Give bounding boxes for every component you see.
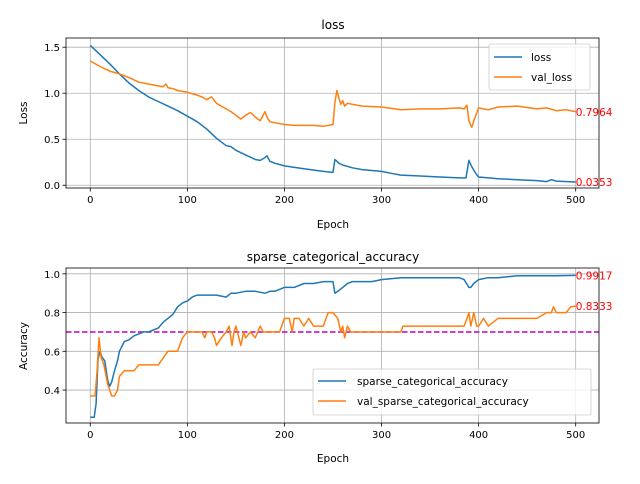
x-tick-label: 300 [372, 430, 391, 441]
accuracy-panel: sparse_categorical_accuracy 0 100 200 300 40… [18, 250, 612, 465]
loss-legend: loss val_loss [488, 43, 591, 91]
x-tick-label: 0 [87, 430, 93, 441]
final-value-label: 0.0353 [576, 177, 613, 189]
y-tick-label: 0.6 [44, 347, 60, 358]
accuracy-legend: sparse_categorical_accuracy val_sparse_c… [312, 368, 592, 416]
loss-y-axis-label: Loss [18, 101, 30, 124]
x-tick-label: 200 [275, 430, 294, 441]
y-tick-label: 0.4 [44, 386, 60, 397]
y-tick-label: 0.0 [44, 181, 60, 192]
x-tick-label: 500 [566, 195, 585, 206]
loss-x-axis-label: Epoch [317, 219, 349, 231]
y-tick-label: 1.0 [44, 270, 60, 281]
y-tick-label: 0.5 [44, 135, 60, 146]
loss-end-labels: 0.7964 0.0353 [576, 107, 613, 189]
accuracy-legend-label: sparse_categorical_accuracy [357, 376, 508, 388]
accuracy-x-axis-label: Epoch [317, 453, 349, 465]
x-tick-label: 500 [566, 430, 585, 441]
loss-series-group [89, 44, 576, 183]
val-loss-series-line [89, 60, 576, 129]
x-tick-label: 400 [469, 195, 488, 206]
final-value-label: 0.9917 [576, 270, 613, 282]
y-tick-label: 1.5 [44, 43, 60, 54]
final-value-label: 0.7964 [576, 107, 613, 119]
accuracy-end-labels: 0.9917 0.8333 [576, 270, 613, 313]
loss-x-ticks: 0 100 200 300 400 500 [87, 188, 585, 206]
accuracy-chart-title: sparse_categorical_accuracy [247, 250, 419, 264]
loss-series-line [89, 44, 576, 183]
y-tick-label: 1.0 [44, 89, 60, 100]
x-tick-label: 400 [469, 430, 488, 441]
val-loss-legend-label: val_loss [531, 72, 572, 84]
x-tick-label: 300 [372, 195, 391, 206]
val-sparse-categorical-accuracy-series-line [90, 305, 576, 397]
loss-legend-box [488, 43, 591, 91]
x-tick-label: 100 [178, 430, 197, 441]
loss-grid [66, 38, 599, 188]
loss-y-ticks: 0.0 0.5 1.0 1.5 [44, 43, 66, 192]
x-tick-label: 100 [178, 195, 197, 206]
accuracy-plot-frame [65, 267, 600, 424]
loss-chart-title: loss [321, 18, 344, 32]
x-tick-label: 200 [275, 195, 294, 206]
loss-legend-label: loss [531, 52, 551, 64]
sparse-categorical-accuracy-series-line [90, 274, 576, 418]
loss-plot-frame [65, 37, 600, 189]
final-value-label: 0.8333 [576, 301, 613, 313]
accuracy-legend-box [312, 368, 592, 416]
accuracy-y-ticks: 0.4 0.6 0.8 1.0 [44, 270, 66, 397]
loss-panel: loss 0 100 200 300 400 500 0.0 0.5 1.0 1.5 Epoch… [18, 18, 613, 231]
x-tick-label: 0 [87, 195, 93, 206]
accuracy-y-axis-label: Accuracy [18, 322, 30, 370]
accuracy-series-group [90, 274, 576, 418]
y-tick-label: 0.8 [44, 309, 60, 320]
val-accuracy-legend-label: val_sparse_categorical_accuracy [357, 396, 529, 408]
accuracy-x-ticks: 0 100 200 300 400 500 [87, 423, 585, 441]
